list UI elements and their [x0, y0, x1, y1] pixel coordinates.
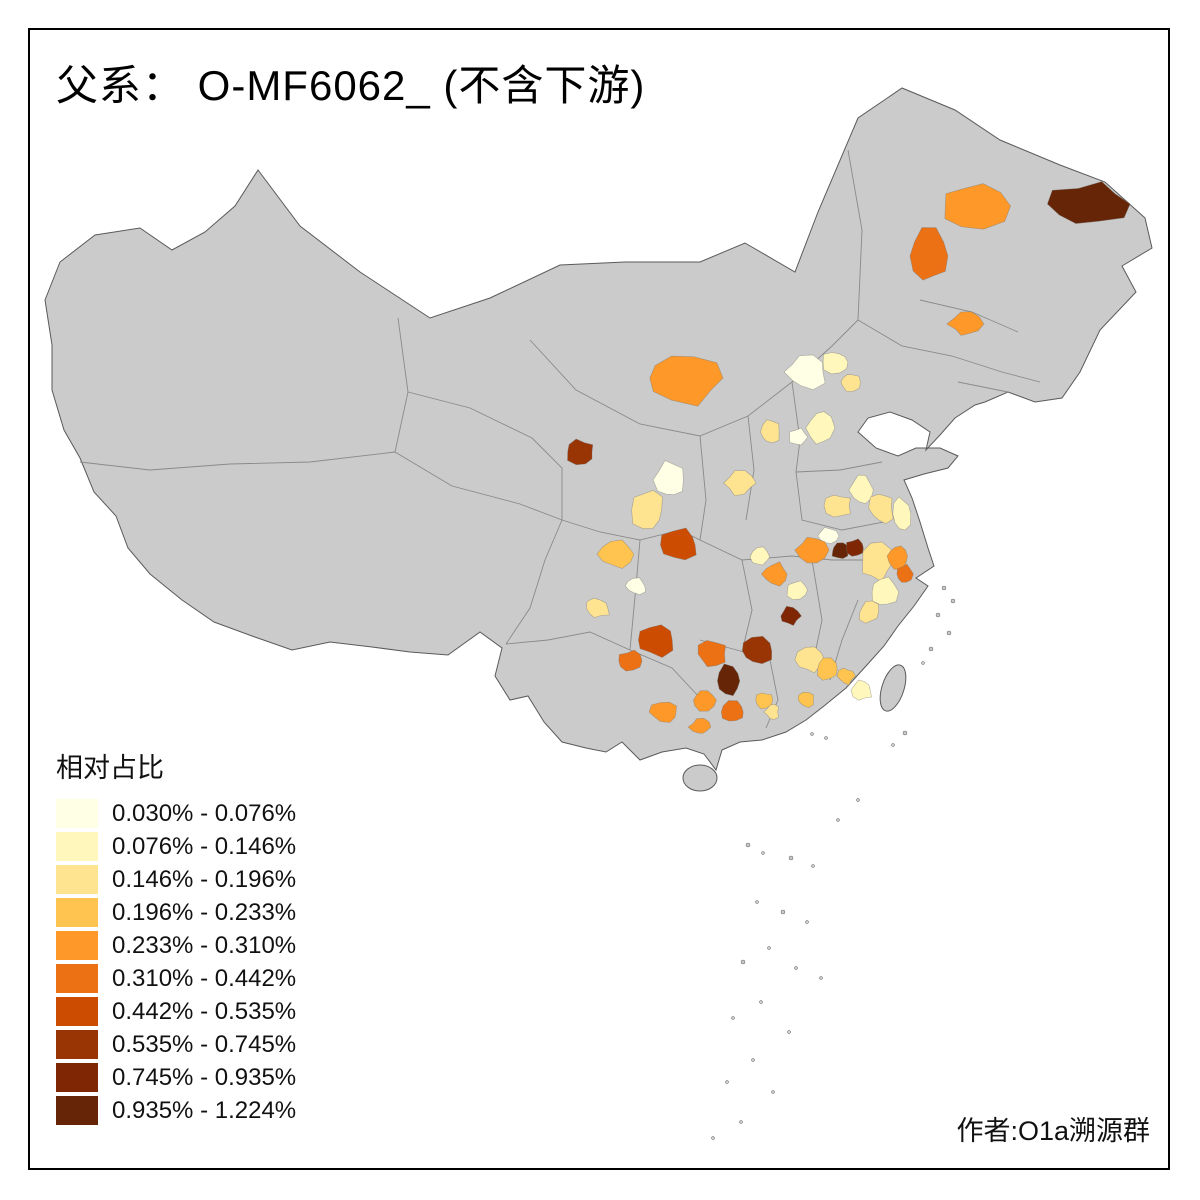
map-region: [742, 635, 773, 665]
map-region: [794, 646, 826, 674]
map-region: [823, 494, 851, 518]
legend-row: 0.076% - 0.146%: [56, 830, 296, 863]
hainan-island: [682, 764, 718, 792]
map-region: [585, 597, 610, 618]
map-region: [760, 561, 788, 587]
legend-swatch: [56, 832, 98, 861]
map-region: [868, 493, 894, 525]
legend-row: 0.030% - 0.076%: [56, 797, 296, 830]
map-region: [871, 576, 900, 605]
map-region: [760, 419, 780, 444]
map-region: [817, 527, 840, 544]
legend-swatch: [56, 997, 98, 1026]
map-region: [816, 657, 838, 681]
legend-swatch: [56, 1096, 98, 1125]
map-region: [763, 703, 780, 720]
map-region: [892, 496, 912, 531]
map-region: [946, 311, 985, 336]
legend-row: 0.745% - 0.935%: [56, 1061, 296, 1094]
legend-label: 0.076% - 0.146%: [112, 832, 297, 860]
map-region: [717, 663, 741, 697]
map-title: 父系： O-MF6062_ (不含下游): [56, 62, 646, 109]
legend-title: 相对占比: [56, 753, 164, 783]
taiwan-island: [879, 664, 907, 712]
map-region: [794, 536, 830, 564]
map-region: [723, 470, 757, 497]
map-region: [786, 580, 808, 601]
map-region: [755, 692, 774, 710]
legend-swatch: [56, 865, 98, 894]
map-region: [720, 700, 744, 722]
legend-label: 0.535% - 0.745%: [112, 1030, 297, 1058]
legend-label: 0.935% - 1.224%: [112, 1096, 297, 1124]
highlighted-prefectures: [567, 181, 1131, 734]
map-region: [789, 427, 809, 446]
map-region: [831, 542, 849, 559]
legend-row: 0.196% - 0.233%: [56, 896, 296, 929]
legend-swatch: [56, 898, 98, 927]
legend-row: 0.233% - 0.310%: [56, 929, 296, 962]
map-region: [909, 227, 949, 281]
map-region: [840, 374, 861, 392]
legend-label: 0.030% - 0.076%: [112, 799, 297, 827]
legend-label: 0.196% - 0.233%: [112, 898, 297, 926]
legend-row: 0.535% - 0.745%: [56, 1028, 296, 1061]
map-region: [693, 690, 717, 712]
map-region: [697, 640, 726, 668]
map-region: [649, 355, 724, 407]
legend-swatch: [56, 1030, 98, 1059]
map-region: [638, 624, 674, 658]
map-region: [618, 649, 643, 672]
small-islands: [711, 585, 956, 1140]
map-region: [624, 577, 647, 596]
map-region: [859, 600, 879, 624]
legend: 相对占比 0.030% - 0.076% 0.076% - 0.146% 0.146…: [56, 746, 296, 1127]
map-region: [896, 563, 914, 583]
map-region: [749, 546, 771, 566]
legend-row: 0.442% - 0.535%: [56, 995, 296, 1028]
map-region: [631, 489, 663, 530]
attribution: 作者:O1a溯源群: [956, 1116, 1150, 1146]
map-region: [944, 183, 1011, 230]
map-region: [780, 605, 802, 626]
legend-rows: 0.030% - 0.076% 0.076% - 0.146% 0.146% - 0…: [56, 797, 296, 1127]
map-region: [660, 527, 697, 561]
legend-row: 0.310% - 0.442%: [56, 962, 296, 995]
legend-label: 0.146% - 0.196%: [112, 865, 297, 893]
map-region: [797, 691, 815, 708]
legend-row: 0.146% - 0.196%: [56, 863, 296, 896]
map-region: [648, 701, 677, 723]
map-region: [567, 438, 594, 466]
legend-row: 0.935% - 1.224%: [56, 1094, 296, 1127]
legend-label: 0.442% - 0.535%: [112, 997, 297, 1025]
map-region: [848, 474, 874, 505]
map-region: [652, 460, 684, 495]
map-region: [1047, 181, 1131, 224]
map-region: [596, 539, 635, 569]
map-region: [783, 354, 826, 390]
legend-swatch: [56, 931, 98, 960]
map-region: [687, 717, 712, 734]
map-region: [846, 538, 864, 557]
map-region: [822, 352, 849, 375]
legend-label: 0.745% - 0.935%: [112, 1063, 297, 1091]
map-region: [836, 667, 856, 686]
legend-swatch: [56, 799, 98, 828]
legend-label: 0.233% - 0.310%: [112, 931, 297, 959]
legend-swatch: [56, 1063, 98, 1092]
legend-swatch: [56, 964, 98, 993]
map-region: [850, 679, 872, 701]
legend-label: 0.310% - 0.442%: [112, 964, 297, 992]
map-region: [805, 411, 836, 445]
